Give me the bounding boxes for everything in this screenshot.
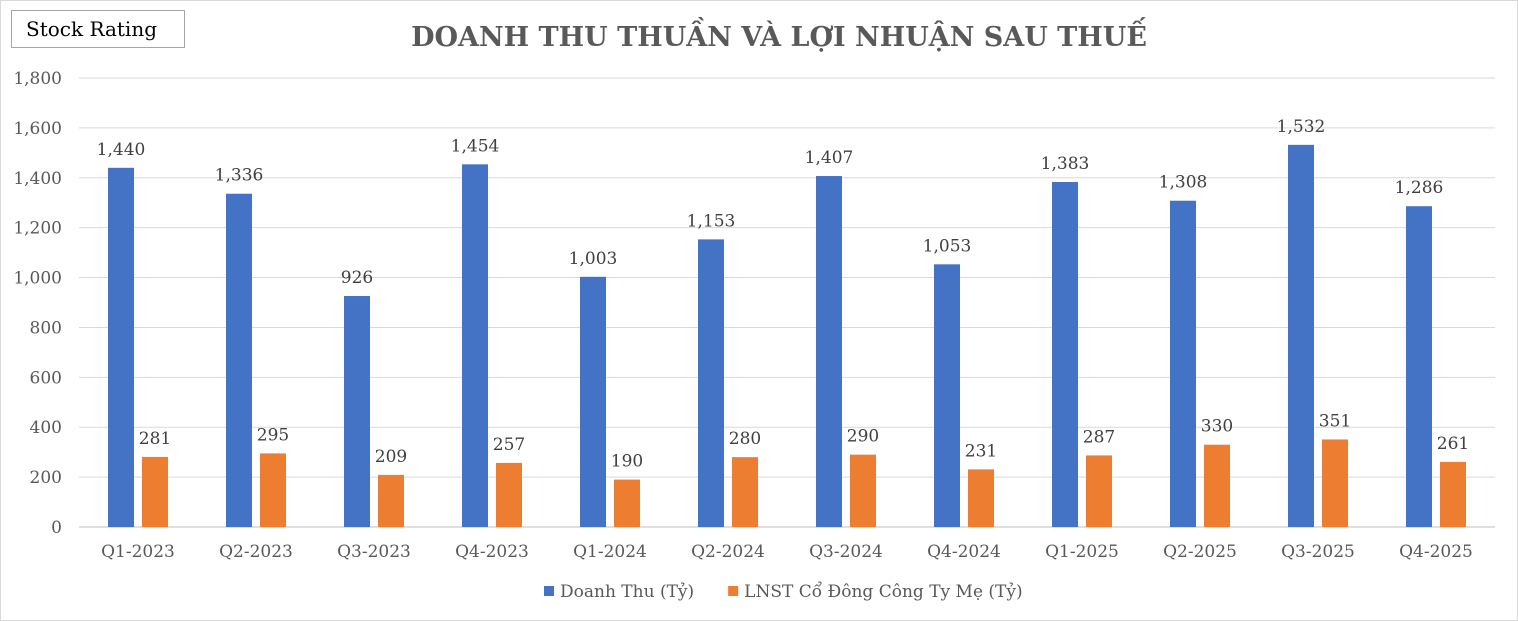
- data-labels: 1,440 281 1,336 295 926 209 1,454 257 1,003 190 1,…: [97, 117, 1470, 472]
- revenue-data-label: 926: [341, 268, 373, 288]
- profit-data-label: 209: [375, 447, 407, 467]
- profit-bar: [1204, 444, 1230, 527]
- profit-bar: [732, 457, 758, 527]
- x-tick-label: Q4-2024: [927, 542, 1001, 562]
- bars: [108, 144, 1466, 528]
- profit-data-label: 231: [965, 441, 997, 461]
- legend-label-revenue: Doanh Thu (Tỷ): [560, 582, 694, 602]
- profit-bar: [260, 453, 286, 527]
- revenue-data-label: 1,383: [1041, 154, 1090, 174]
- revenue-bar: [934, 264, 960, 527]
- revenue-data-label: 1,053: [923, 236, 972, 256]
- revenue-bar: [226, 193, 252, 527]
- revenue-bar: [108, 167, 134, 528]
- revenue-data-label: 1,003: [569, 249, 618, 269]
- x-tick-label: Q2-2024: [691, 542, 765, 562]
- profit-bar: [142, 456, 168, 527]
- revenue-data-label: 1,336: [215, 166, 264, 186]
- y-tick-label: 1,000: [13, 269, 62, 289]
- profit-data-label: 190: [611, 452, 643, 472]
- profit-data-label: 261: [1437, 434, 1469, 454]
- profit-bar: [496, 462, 522, 527]
- revenue-data-label: 1,454: [451, 136, 500, 156]
- profit-data-label: 280: [729, 429, 761, 449]
- y-axis: 0 200 400 600 800 1,000 1,200 1,400 1,600 1,800: [13, 69, 62, 538]
- y-tick-label: 1,800: [13, 69, 62, 89]
- y-tick-label: 600: [30, 368, 62, 388]
- revenue-bar: [1052, 182, 1078, 528]
- y-tick-label: 1,600: [13, 119, 62, 139]
- profit-bar: [850, 454, 876, 527]
- legend-label-profit: LNST Cổ Đông Công Ty Mẹ (Tỷ): [744, 582, 1022, 602]
- x-tick-label: Q1-2024: [573, 542, 647, 562]
- y-tick-label: 0: [51, 518, 62, 538]
- revenue-data-label: 1,532: [1277, 117, 1326, 137]
- legend-swatch-revenue: [544, 586, 554, 596]
- legend-swatch-profit: [728, 586, 739, 596]
- revenue-data-label: 1,286: [1395, 178, 1444, 198]
- gridlines: [79, 77, 1495, 528]
- chart-title: DOANH THU THUẦN VÀ LỢI NHUẬN SAU THUẾ: [411, 16, 1147, 53]
- x-tick-label: Q2-2023: [219, 542, 293, 562]
- revenue-data-label: 1,440: [97, 140, 146, 160]
- profit-bar: [968, 469, 994, 527]
- profit-bar: [1086, 455, 1112, 527]
- stock-rating-badge: Stock Rating: [11, 10, 185, 48]
- revenue-bar: [1406, 206, 1432, 527]
- profit-data-label: 351: [1319, 411, 1351, 431]
- profit-data-label: 287: [1083, 427, 1115, 447]
- revenue-data-label: 1,153: [687, 211, 736, 231]
- profit-data-label: 290: [847, 427, 879, 447]
- revenue-data-label: 1,308: [1159, 173, 1208, 193]
- revenue-bar: [344, 296, 370, 527]
- y-tick-label: 800: [30, 318, 62, 338]
- y-tick-label: 400: [30, 418, 62, 438]
- profit-bar: [1322, 439, 1348, 527]
- x-axis: Q1-2023 Q2-2023 Q3-2023 Q4-2023 Q1-2024 Q2-20…: [101, 542, 1473, 562]
- revenue-bar: [462, 164, 488, 527]
- x-tick-label: Q1-2023: [101, 542, 175, 562]
- revenue-data-label: 1,407: [805, 148, 854, 168]
- profit-bar: [1440, 461, 1466, 527]
- profit-data-label: 295: [257, 425, 289, 445]
- x-tick-label: Q2-2025: [1163, 542, 1237, 562]
- x-tick-label: Q3-2025: [1281, 542, 1355, 562]
- x-tick-label: Q1-2025: [1045, 542, 1119, 562]
- legend: Doanh Thu (Tỷ) LNST Cổ Đông Công Ty Mẹ (T…: [544, 582, 1023, 602]
- y-tick-label: 1,200: [13, 219, 62, 239]
- profit-data-label: 257: [493, 435, 525, 455]
- revenue-bar: [1170, 200, 1196, 527]
- x-tick-label: Q4-2025: [1399, 542, 1473, 562]
- profit-data-label: 281: [139, 429, 171, 449]
- revenue-bar: [816, 176, 842, 527]
- x-tick-label: Q3-2023: [337, 542, 411, 562]
- profit-bar: [378, 474, 404, 527]
- revenue-bar: [1288, 144, 1314, 527]
- profit-data-label: 330: [1201, 417, 1233, 437]
- y-tick-label: 1,400: [13, 169, 62, 189]
- revenue-bar: [698, 239, 724, 527]
- profit-bar: [614, 479, 640, 527]
- revenue-bar: [580, 276, 606, 527]
- y-tick-label: 200: [30, 468, 62, 488]
- x-tick-label: Q4-2023: [455, 542, 529, 562]
- x-tick-label: Q3-2024: [809, 542, 883, 562]
